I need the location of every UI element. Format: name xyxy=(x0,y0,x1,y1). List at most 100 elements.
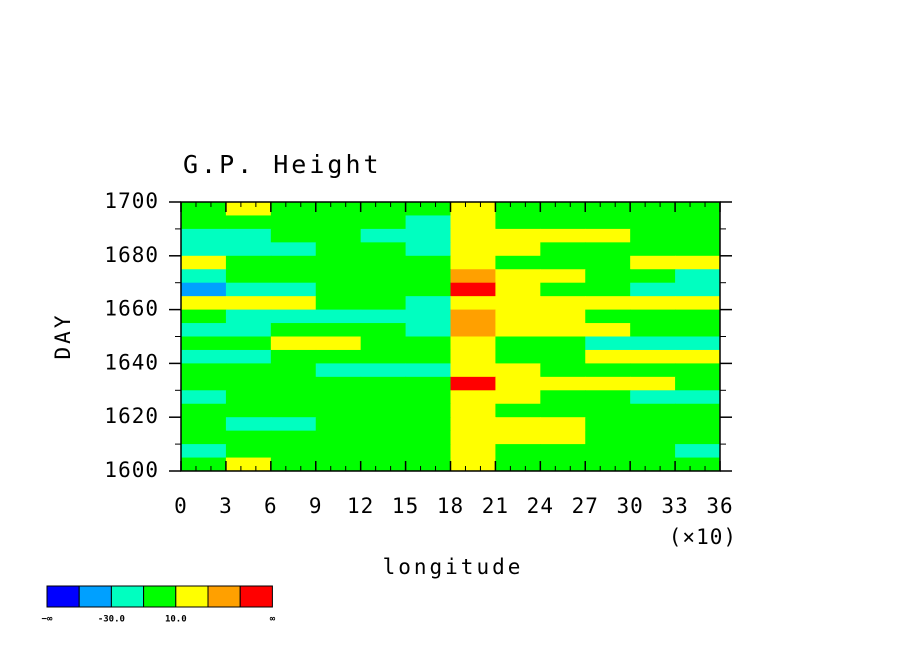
contour-cell xyxy=(540,336,586,351)
contour-cell xyxy=(540,296,586,311)
contour-cell xyxy=(495,417,541,432)
contour-cell xyxy=(585,242,631,257)
contour-cell xyxy=(585,336,631,351)
contour-cell xyxy=(630,390,676,405)
contour-cell xyxy=(405,202,451,216)
contour-cell xyxy=(315,430,362,445)
contour-cell xyxy=(675,255,721,270)
y-tick-label: 1620 xyxy=(104,404,159,428)
contour-cell xyxy=(585,282,631,297)
y-tick-label: 1680 xyxy=(104,243,159,267)
contour-cell xyxy=(405,403,451,418)
contour-cell xyxy=(405,215,451,230)
contour-cell xyxy=(495,255,541,270)
contour-cell xyxy=(315,309,362,324)
contour-cell xyxy=(630,255,676,270)
contour-cell xyxy=(450,269,496,284)
contour-cell xyxy=(675,457,721,472)
contour-cell xyxy=(270,403,317,418)
contour-cell xyxy=(540,444,586,459)
contour-cell xyxy=(450,296,496,311)
contour-cell xyxy=(540,309,586,324)
x-tick-label: 18 xyxy=(437,494,464,518)
contour-cell xyxy=(495,282,541,297)
contour-cell xyxy=(360,430,407,445)
contour-cell xyxy=(315,269,362,284)
contour-cell xyxy=(405,282,451,297)
contour-cell xyxy=(405,242,451,257)
contour-cell xyxy=(630,282,676,297)
contour-cell xyxy=(495,228,541,243)
contour-cell xyxy=(225,242,272,257)
contour-cell xyxy=(630,403,676,418)
contour-cell xyxy=(315,255,362,270)
contour-cell xyxy=(315,444,362,459)
contour-cell xyxy=(225,349,272,364)
contour-cell xyxy=(270,269,317,284)
contour-cell xyxy=(315,228,362,243)
contour-cell xyxy=(225,336,272,351)
contour-cell xyxy=(315,336,362,351)
contour-cell xyxy=(360,457,407,472)
contour-cell xyxy=(585,215,631,230)
contour-cell xyxy=(360,202,407,216)
contour-cell xyxy=(405,376,451,391)
contour-cell xyxy=(225,202,272,216)
contour-cell xyxy=(540,430,586,445)
contour-cell xyxy=(450,215,496,230)
contour-cell xyxy=(315,390,362,405)
colorbar-label: 10.0 xyxy=(165,615,187,625)
contour-cell xyxy=(630,323,676,337)
y-tick-label: 1660 xyxy=(104,297,159,321)
contour-cell xyxy=(405,363,451,378)
contour-cell xyxy=(450,323,496,337)
contour-cell xyxy=(630,269,676,284)
contour-cell xyxy=(450,349,496,364)
contour-cell xyxy=(405,336,451,351)
contour-cell xyxy=(585,202,631,216)
contour-cell xyxy=(630,430,676,445)
contour-cell xyxy=(270,363,317,378)
contour-cell xyxy=(360,376,407,391)
contour-cell xyxy=(450,390,496,405)
contour-cell xyxy=(540,349,586,364)
contour-cell xyxy=(225,255,272,270)
contour-cell xyxy=(225,323,272,337)
colorbar-label: ∞ xyxy=(270,615,276,625)
contour-cell xyxy=(315,376,362,391)
contour-cell xyxy=(270,282,317,297)
contour-cell xyxy=(270,390,317,405)
contour-cell xyxy=(360,336,407,351)
contour-cell xyxy=(181,282,227,297)
contour-cell xyxy=(630,336,676,351)
contour-cell xyxy=(405,430,451,445)
x-axis-label: longitude xyxy=(383,555,524,579)
x-tick-label: 36 xyxy=(706,494,733,518)
contour-cell xyxy=(585,255,631,270)
colorbar-box xyxy=(110,585,145,608)
colorbar-box xyxy=(78,585,112,608)
x-tick-label: 3 xyxy=(219,494,233,518)
colorbar-label: −∞ xyxy=(42,615,53,625)
contour-cell xyxy=(405,390,451,405)
contour-cell xyxy=(181,376,227,391)
contour-cell xyxy=(225,215,272,230)
contour-cell xyxy=(181,228,227,243)
contour-cell xyxy=(675,390,721,405)
chart-title: G.P. Height xyxy=(183,150,382,179)
contour-cell xyxy=(405,228,451,243)
contour-cell xyxy=(270,336,317,351)
colorbar-box xyxy=(175,585,209,608)
contour-cell xyxy=(540,215,586,230)
contour-cell xyxy=(270,215,317,230)
contour-cell xyxy=(450,242,496,257)
contour-cell xyxy=(675,242,721,257)
y-axis-label: DAY xyxy=(51,313,75,360)
contour-cell xyxy=(540,457,586,472)
y-tick-label: 1640 xyxy=(104,350,159,374)
colorbar-box xyxy=(239,585,273,608)
contour-cell xyxy=(630,215,676,230)
contour-cell xyxy=(360,363,407,378)
x-tick-label: 33 xyxy=(661,494,688,518)
contour-cell xyxy=(585,390,631,405)
